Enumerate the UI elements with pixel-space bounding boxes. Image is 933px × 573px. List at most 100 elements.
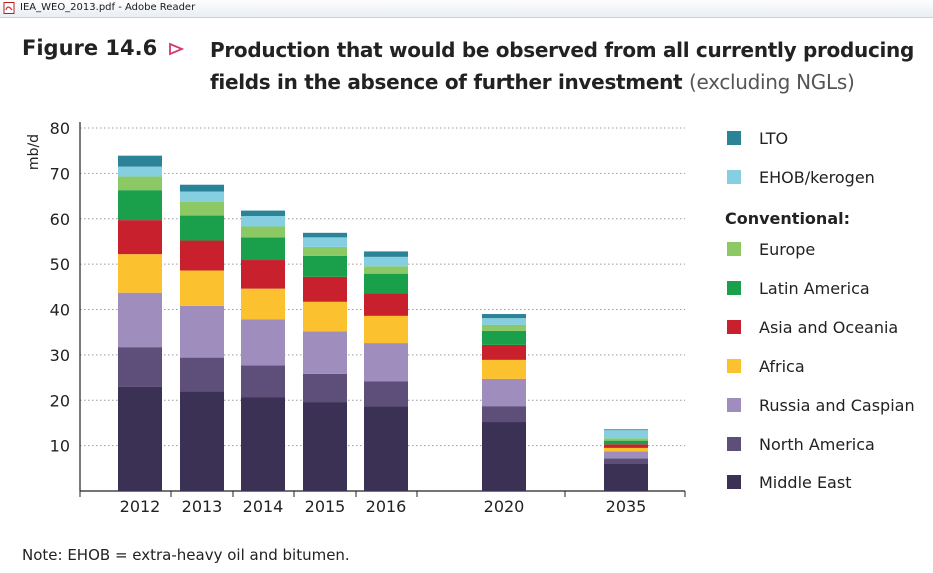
legend-label: EHOB/kerogen — [759, 168, 875, 187]
y-tick-label: 10 — [50, 437, 70, 456]
bar-segment — [303, 373, 347, 403]
bar-segment — [303, 402, 347, 491]
bar-segment — [604, 463, 648, 491]
bar-segment — [180, 270, 224, 306]
x-category-label: 2035 — [606, 497, 647, 516]
y-tick-label: 80 — [50, 119, 70, 138]
bar-segment — [303, 301, 347, 332]
bar-segment — [364, 251, 408, 257]
bar-segment — [303, 255, 347, 277]
triangle-right-icon — [169, 42, 184, 56]
figure-title-suffix: (excluding NGLs) — [688, 70, 855, 94]
figure-label: Figure 14.6 — [22, 36, 158, 60]
figure-title-line1: Production that would be observed from a… — [210, 38, 915, 62]
bar-segment — [604, 440, 648, 445]
bar-segment — [482, 324, 526, 331]
bar-segment — [303, 237, 347, 247]
bar-segment — [303, 331, 347, 374]
bar-segment — [241, 365, 285, 398]
bar-segment — [364, 406, 408, 491]
legend-swatch — [727, 281, 741, 295]
legend-label: Latin America — [759, 279, 870, 298]
legend-label: LTO — [759, 129, 788, 148]
legend-label: Europe — [759, 240, 815, 259]
bar-segment — [482, 318, 526, 325]
y-tick-label: 50 — [50, 255, 70, 274]
bar-segment — [118, 292, 162, 348]
bar-segment — [180, 201, 224, 216]
bar-segment — [482, 330, 526, 345]
bar-segment — [180, 305, 224, 358]
legend-swatch — [727, 437, 741, 451]
bar-segment — [604, 458, 648, 464]
y-tick-label: 70 — [50, 164, 70, 183]
bar-segment — [364, 381, 408, 407]
bar-segment — [118, 190, 162, 221]
figure-title-line2: fields in the absence of further investm… — [210, 70, 855, 94]
bar-segment — [180, 184, 224, 192]
y-tick-label: 30 — [50, 346, 70, 365]
legend-heading: Conventional: — [725, 209, 850, 228]
y-axis-label: mb/d — [26, 134, 42, 170]
bar-segment — [482, 314, 526, 319]
bar-segment — [118, 220, 162, 255]
legend-swatch — [727, 359, 741, 373]
legend-label: Russia and Caspian — [759, 396, 915, 415]
bar-segment — [241, 226, 285, 238]
legend-swatch — [727, 170, 741, 184]
bar-segment — [364, 343, 408, 382]
x-category-label: 2016 — [366, 497, 407, 516]
legend-swatch — [727, 398, 741, 412]
bar-segment — [604, 451, 648, 459]
window-titlebar: IEA_WEO_2013.pdf - Adobe Reader — [0, 0, 933, 18]
x-category-label: 2020 — [484, 497, 525, 516]
bar-segment — [303, 276, 347, 302]
bar-segment — [241, 397, 285, 491]
bar-segment — [118, 155, 162, 167]
bar-segment — [364, 293, 408, 316]
bar-segment — [241, 216, 285, 227]
figure-title-line2-text: fields in the absence of further investm… — [210, 70, 683, 94]
bar-segment — [604, 444, 648, 448]
legend-label: Asia and Oceania — [759, 318, 898, 337]
bar-segment — [241, 319, 285, 366]
x-category-label: 2012 — [120, 497, 161, 516]
bar-segment — [180, 357, 224, 392]
bar-segment — [303, 232, 347, 238]
figure-note: Note: EHOB = extra-heavy oil and bitumen… — [22, 546, 350, 564]
legend-label: Africa — [759, 357, 805, 376]
y-tick-label: 60 — [50, 210, 70, 229]
bar-segment — [118, 386, 162, 491]
bar-segment — [180, 391, 224, 491]
bar-segment — [482, 422, 526, 491]
bar-segment — [364, 273, 408, 294]
bar-segment — [118, 166, 162, 177]
x-category-label: 2013 — [182, 497, 223, 516]
bar-segment — [241, 260, 285, 289]
legend-swatch — [727, 320, 741, 334]
bar-segment — [241, 237, 285, 261]
bar-segment — [482, 344, 526, 360]
bar-segment — [241, 288, 285, 320]
bar-segment — [241, 210, 285, 217]
bar-segment — [118, 347, 162, 387]
legend-swatch — [727, 131, 741, 145]
bar-segment — [482, 406, 526, 423]
legend-label: Middle East — [759, 473, 851, 492]
bar-segment — [118, 176, 162, 191]
bar-segment — [482, 378, 526, 407]
x-category-label: 2015 — [305, 497, 346, 516]
bar-segment — [604, 429, 648, 431]
bar-segment — [482, 359, 526, 379]
bar-segment — [604, 438, 648, 441]
y-tick-label: 20 — [50, 391, 70, 410]
bar-segment — [604, 430, 648, 439]
bar-segment — [364, 256, 408, 267]
bar-segment — [180, 191, 224, 202]
pdf-file-icon — [3, 2, 15, 14]
legend-swatch — [727, 475, 741, 489]
legend-swatch — [727, 242, 741, 256]
bar-segment — [604, 447, 648, 452]
legend-label: North America — [759, 435, 875, 454]
